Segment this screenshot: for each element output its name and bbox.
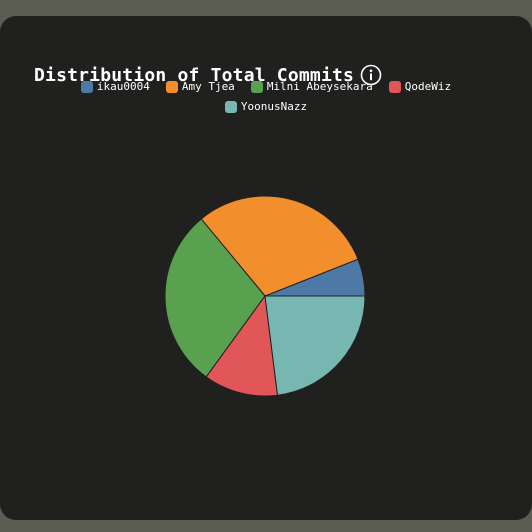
pie-slice[interactable]: [265, 296, 365, 395]
